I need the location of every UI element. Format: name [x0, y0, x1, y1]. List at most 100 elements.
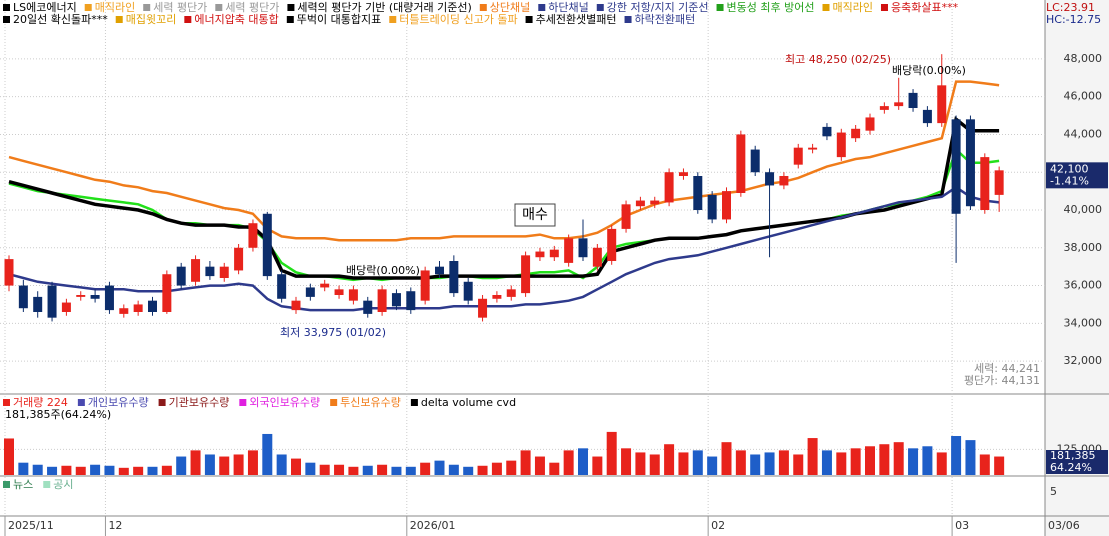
volume-bar [219, 456, 230, 475]
x-tick-label: 2025/11 [8, 519, 54, 532]
volume-bar [764, 452, 775, 475]
annotation: 평단가: 44,131 [964, 374, 1040, 387]
candle-body [47, 285, 57, 318]
hc-label: HC:-12.75 [1046, 13, 1101, 26]
volume-legend: 투신보유수량 [340, 396, 401, 409]
candle-body [736, 134, 746, 193]
axis-panel [1045, 0, 1109, 536]
volume-bar [348, 466, 359, 475]
candle-body [348, 289, 358, 301]
volume-bar [664, 444, 675, 475]
volume-bar [606, 431, 617, 475]
legend-swatch [115, 16, 123, 23]
legend-swatch [596, 4, 604, 11]
candle-body [851, 128, 861, 139]
volume-bar [893, 442, 904, 475]
volume-bar [133, 466, 144, 475]
candle-body [750, 149, 760, 173]
candle-body [219, 266, 229, 278]
legend-swatch [479, 4, 487, 11]
volume-bar [377, 464, 388, 475]
candle-body [33, 296, 43, 312]
volume-bar [448, 464, 459, 475]
current-price: 42,100 [1050, 162, 1089, 175]
legend-swatch [3, 481, 10, 488]
volume-bar [908, 448, 919, 475]
series-line [8, 185, 1000, 312]
volume-bar [821, 450, 832, 475]
annotation: 배당락(0.00%) [892, 64, 966, 77]
volume-bar [18, 462, 29, 475]
legend-item: 뚜벅이 대통합지표 [297, 13, 381, 26]
candle-body [4, 259, 14, 286]
candle-body [779, 176, 789, 186]
volume-bar [147, 466, 158, 475]
volume-legend: 기관보유수량 [169, 396, 230, 409]
volume-legend: 거래량 224 [13, 396, 68, 409]
candle-body [578, 238, 588, 258]
candle-body [635, 200, 645, 207]
volume-bar [807, 438, 818, 475]
legend-item: 터틀트레이딩 신고가 돌파 [399, 13, 517, 26]
candle-body [549, 249, 559, 258]
candle-body [148, 300, 157, 312]
candle-body [133, 304, 143, 312]
candle-body [836, 132, 846, 158]
volume-bar [578, 448, 588, 475]
volume-bar [262, 433, 273, 475]
legend-item: 하락전환패턴 [635, 12, 696, 26]
volume-bar [879, 444, 890, 475]
volume-bar [922, 446, 933, 475]
lc-label: LC:23.91 [1046, 1, 1095, 14]
volume-bar [621, 448, 632, 475]
candle-body [377, 289, 387, 312]
volume-legend: 개인보유수량 [88, 396, 149, 409]
volume-bar [994, 456, 1005, 475]
candle-body [722, 191, 731, 220]
legend-swatch [84, 4, 92, 11]
candle-body [363, 300, 373, 314]
candle-body [191, 259, 201, 282]
legend-swatch [287, 4, 295, 11]
volume-bar [721, 442, 732, 475]
volume-bar [692, 450, 703, 475]
candle-body [449, 261, 459, 294]
candle-body [506, 289, 516, 297]
candle-body [90, 295, 100, 299]
candle-body [793, 147, 803, 165]
legend-item: 매직라인 [833, 1, 873, 14]
legend-swatch [215, 4, 223, 11]
news-legend: 뉴스 [13, 478, 33, 491]
x-tick-label: 03 [955, 519, 969, 532]
candle-body [406, 291, 416, 311]
legend-swatch [3, 4, 10, 11]
volume-bar [477, 465, 488, 475]
x-tick-label: 02 [711, 519, 725, 532]
x-tick-label: 12 [108, 519, 122, 532]
candle-body [205, 266, 215, 277]
legend-swatch [77, 399, 85, 406]
volume-bar [276, 454, 287, 475]
volume-bar [291, 458, 301, 475]
candle-body [965, 119, 975, 207]
legend-swatch [716, 4, 724, 11]
candle-body [822, 126, 832, 137]
price-box [1046, 162, 1108, 189]
candle-body [994, 170, 1004, 195]
volume-bar [635, 452, 646, 475]
candle-body [291, 300, 301, 311]
legend-swatch [410, 399, 418, 406]
volume-bar [951, 436, 962, 475]
volume-bar [850, 448, 861, 475]
candle-body [693, 176, 703, 210]
annotation: 최저 33,975 (01/02) [280, 326, 386, 339]
volume-bar [678, 452, 689, 475]
candle-body [76, 295, 86, 297]
volume-bar [90, 464, 101, 475]
legend-swatch [822, 4, 830, 11]
volume-bar [979, 454, 990, 475]
volume-legend: delta volume cvd [421, 396, 516, 409]
volume-bar [190, 450, 201, 475]
volume-bar [649, 454, 660, 475]
volume-bar [319, 464, 330, 475]
